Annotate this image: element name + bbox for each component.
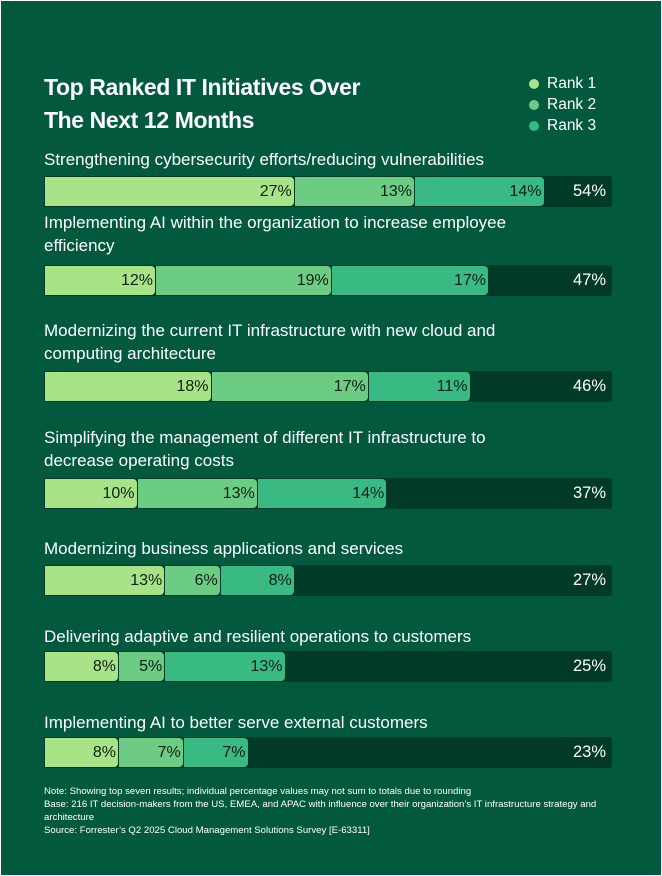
bar-segment-rank-1: 8% <box>44 651 119 682</box>
data-label: 8% <box>268 572 292 589</box>
bar-segment-rank-3: 11% <box>367 371 471 402</box>
data-label: 14% <box>352 485 385 502</box>
bar-row: Delivering adaptive and resilient operat… <box>44 625 614 682</box>
data-label: 5% <box>139 658 163 675</box>
total-label: 27% <box>572 571 606 589</box>
bar-row: Implementing AI to better serve external… <box>44 711 614 768</box>
legend: Rank 1 Rank 2 Rank 3 <box>529 73 596 136</box>
bar-segment-rank-3: 17% <box>330 265 489 296</box>
total-label: 46% <box>572 377 606 395</box>
total-label: 25% <box>572 657 606 675</box>
legend-item-rank-3: Rank 3 <box>529 115 596 136</box>
bar-segment-rank-1: 13% <box>44 565 166 596</box>
legend-label: Rank 3 <box>547 116 597 134</box>
total-label: 47% <box>572 271 606 289</box>
data-label: 18% <box>176 378 209 395</box>
bar-segment-rank-2: 7% <box>118 737 184 768</box>
bar-track: 12% 19% 17% 47% <box>44 265 612 296</box>
bar-row: Implementing AI within the organization … <box>44 211 614 296</box>
bar-segment-rank-1: 10% <box>44 478 138 509</box>
data-label: 13% <box>130 572 163 589</box>
data-label: 14% <box>509 183 542 200</box>
legend-label: Rank 2 <box>547 95 597 113</box>
legend-dot <box>529 78 539 89</box>
bar-segment-rank-2: 6% <box>164 565 221 596</box>
bar-row: Strengthening cybersecurity efforts/redu… <box>44 148 614 207</box>
bar-track: 8% 7% 7% 23% <box>44 737 612 768</box>
data-label: 17% <box>453 272 486 289</box>
category-label: Simplifying the management of different … <box>44 428 486 470</box>
bar-track: 27% 13% 14% 54% <box>44 176 612 207</box>
total-label: 54% <box>572 182 606 200</box>
data-label: 7% <box>222 744 246 761</box>
total-label: 23% <box>572 743 606 761</box>
bar-segment-rank-3: 14% <box>256 478 388 509</box>
category-label: Modernizing the current IT infrastructur… <box>44 321 496 363</box>
legend-item-rank-1: Rank 1 <box>529 73 596 94</box>
bar-segment-rank-2: 19% <box>155 265 332 296</box>
bar-row: Modernizing business applications and se… <box>44 537 614 596</box>
bar-track: 10% 13% 14% 37% <box>44 478 612 509</box>
bar-segment-rank-1: 18% <box>44 371 212 402</box>
data-label: 27% <box>259 183 292 200</box>
bar-segment-rank-3: 8% <box>219 565 295 596</box>
legend-dot <box>529 99 539 110</box>
data-label: 6% <box>194 572 218 589</box>
data-label: 19% <box>296 272 329 289</box>
base-note: Base: 216 IT decision-makers from the US… <box>44 799 597 823</box>
category-label: Modernizing business applications and se… <box>44 539 404 558</box>
bar-segment-rank-3: 13% <box>164 651 286 682</box>
bar-track: 18% 17% 11% 46% <box>44 371 612 402</box>
bar-row: Simplifying the management of different … <box>44 426 614 509</box>
data-label: 13% <box>222 485 255 502</box>
bar-track: 13% 6% 8% 27% <box>44 565 612 596</box>
source-note: Source: Forrester’s Q2 2025 Cloud Manage… <box>44 825 370 836</box>
bar-segment-rank-1: 12% <box>44 265 156 296</box>
data-label: 13% <box>379 183 412 200</box>
bar-segment-rank-2: 13% <box>293 176 415 207</box>
legend-item-rank-2: Rank 2 <box>529 94 596 115</box>
note: Note: Showing top seven results; individ… <box>44 786 472 797</box>
data-label: 12% <box>120 272 153 289</box>
bar-segment-rank-3: 14% <box>414 176 545 207</box>
category-label: Strengthening cybersecurity efforts/redu… <box>44 150 485 169</box>
bar-track: 8% 5% 13% 25% <box>44 651 612 682</box>
data-label: 10% <box>102 485 135 502</box>
data-label: 8% <box>92 658 116 675</box>
data-label: 8% <box>92 744 116 761</box>
bar-segment-rank-2: 17% <box>210 371 369 402</box>
bar-segment-rank-3: 7% <box>182 737 249 768</box>
legend-label: Rank 1 <box>547 74 597 92</box>
bar-segment-rank-1: 8% <box>44 737 119 768</box>
bar-segment-rank-1: 27% <box>44 176 295 207</box>
bar-segment-rank-2: 13% <box>136 478 258 509</box>
legend-dot <box>529 120 539 131</box>
category-label: Implementing AI within the organization … <box>44 213 507 255</box>
data-label: 11% <box>436 378 468 395</box>
chart-title: Top Ranked IT Initiatives Over The Next … <box>44 74 361 133</box>
footnotes: Note: Showing top seven results; individ… <box>44 785 604 837</box>
bar-row: Modernizing the current IT infrastructur… <box>44 319 614 402</box>
category-label: Implementing AI to better serve external… <box>44 713 428 732</box>
data-label: 13% <box>250 658 283 675</box>
total-label: 37% <box>572 484 606 502</box>
data-label: 7% <box>157 744 181 761</box>
category-label: Delivering adaptive and resilient operat… <box>44 627 472 646</box>
data-label: 17% <box>333 378 366 395</box>
bar-segment-rank-2: 5% <box>118 651 166 682</box>
